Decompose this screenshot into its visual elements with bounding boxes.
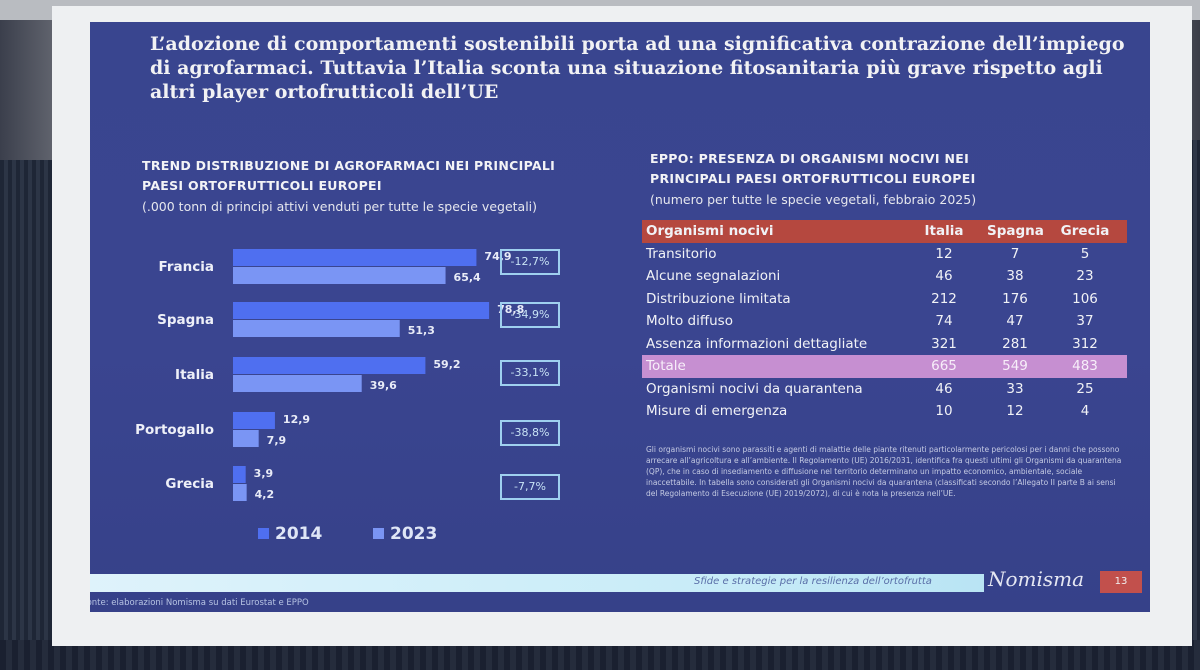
data-label-2023-italia: 39,6 [370,379,397,392]
table-cell: 312 [1072,335,1098,352]
right-section-title-line2: PRINCIPALI PAESI ORTOFRUTTICOLI EUROPEI [650,171,976,186]
bar-2023-francia [233,267,446,284]
bar-chart: Francia 74,965,4 Spagna 78,8 51,3 Italia 59,2 3… [135,249,524,501]
table-cell: Alcune segnalazioni [646,268,781,284]
table-cell: 7 [1010,245,1020,262]
data-label-2014-portogallo: 12,9 [283,413,310,426]
table-cell: Molto diffuso [646,313,733,329]
data-label-2014-francia: 74,9 [484,250,511,263]
table-row: Transitorio 12 7 5 [642,243,1127,266]
table-row: Distribuzione limitata 212 176 106 [642,288,1127,311]
bar-2023-italia [233,375,362,392]
table-cell: 37 [1076,313,1094,329]
legend-swatch-2023 [373,528,384,539]
table-cell: 25 [1076,380,1094,397]
right-section-subtitle: (numero per tutte le specie vegetali, fe… [650,192,977,207]
table-cell: 549 [1002,358,1028,374]
data-label-2023-francia: 65,4 [454,271,481,284]
bar-2014-grecia [233,466,246,483]
table-cell: 38 [1006,268,1024,284]
table-cell: Assenza informazioni dettagliate [646,335,868,352]
data-label-2014-italia: 59,2 [433,358,460,371]
change-label-spagna: -34,9% [500,302,560,328]
bar-2014-francia [233,249,477,266]
table-row: Organismi nocivi da quarantena 46 33 25 [642,378,1127,401]
change-label-francia: -12,7% [500,249,560,275]
table-cell: 46 [935,380,953,397]
table-cell: 106 [1072,290,1098,307]
change-label-grecia: -7,7% [500,474,560,500]
table-row: Assenza informazioni dettagliate 321 281… [642,333,1127,356]
table-cell: Distribuzione limitata [646,290,791,307]
table-cell: 10 [935,403,953,419]
table-cell: 46 [935,268,953,284]
table-cell: 665 [931,358,957,374]
footer-bar [90,574,984,592]
change-label-portogallo: -38,8% [500,420,560,446]
table-header-cell: Organismi nocivi [646,223,774,239]
data-label-2014-grecia: 3,9 [254,467,273,480]
bar-2023-grecia [233,484,247,501]
table-row: Alcune segnalazioni 46 38 23 [642,265,1127,288]
category-label-italia: Italia [175,367,214,383]
table-cell: 176 [1002,290,1028,307]
left-section-title-line1: TREND DISTRIBUZIONE DI AGROFARMACI NEI P… [142,158,556,173]
left-section-title-line2: PAESI ORTOFRUTTICOLI EUROPEI [142,178,382,193]
legend-item-2023: 2023 [373,524,437,544]
table-cell: 12 [1006,403,1024,419]
category-label-spagna: Spagna [157,312,214,328]
bar-2014-portogallo [233,412,275,429]
table-total-row: Totale 665 549 483 [642,355,1127,378]
data-label-2023-spagna: 51,3 [408,324,435,337]
data-label-2014-spagna: 78,8 [497,303,524,316]
table-cell: 483 [1072,358,1098,374]
window-blind-left [0,160,60,670]
table-header-cell: Italia [924,223,964,239]
category-label-grecia: Grecia [165,476,214,492]
change-label-italia: -33,1% [500,360,560,386]
pests-table: Organismi nocivi Italia Spagna Grecia Tr… [642,220,1127,423]
table-cell: 5 [1080,245,1090,262]
table-cell: 47 [1006,313,1024,329]
table-cell: 23 [1076,268,1094,284]
category-label-francia: Francia [159,259,214,275]
table-row: Misure di emergenza 10 12 4 [642,400,1127,423]
table-cell: Transitorio [646,245,717,262]
table-header-cell: Spagna [987,223,1044,239]
page-number: 13 [1100,571,1142,593]
table-cell: 12 [935,245,953,262]
table-cell: 74 [935,313,953,329]
table-cell: Organismi nocivi da quarantena [646,380,863,397]
legend-label-2014: 2014 [275,524,323,544]
table-header-cell: Grecia [1060,223,1110,239]
category-label-portogallo: Portogallo [135,422,214,438]
bar-2014-italia [233,357,426,374]
table-cell: 4 [1080,403,1090,419]
table-cell: 212 [931,290,957,307]
legend-label-2023: 2023 [390,524,438,544]
table-cell: 33 [1006,380,1024,397]
footnote: Gli organismi nocivi sono parassiti e ag… [646,445,1122,498]
slide-title: L’adozione di comportamenti sostenibili … [150,33,1125,103]
bar-2023-portogallo [233,430,259,447]
table-cell: 321 [931,335,957,352]
table-cell: 281 [1002,335,1028,352]
table-header-row: Organismi nocivi Italia Spagna Grecia [642,220,1127,243]
table-cell: Misure di emergenza [646,403,788,419]
source-note: Fonte: elaborazioni Nomisma su dati Euro… [90,598,309,608]
bar-2014-spagna [233,302,490,319]
data-label-2023-grecia: 4,2 [255,488,275,501]
slide: L’adozione di comportamenti sostenibili … [90,22,1150,612]
legend-swatch-2014 [258,528,269,539]
footer-tagline: Sfide e strategie per la resilienza dell… [694,576,932,587]
table-cell: Totale [646,358,686,374]
legend-item-2014: 2014 [258,524,322,544]
table-row: Molto diffuso 74 47 37 [642,310,1127,333]
left-section-subtitle: (.000 tonn di principi attivi venduti pe… [142,199,538,214]
bar-2023-spagna [233,320,400,337]
data-label-2023-portogallo: 7,9 [267,434,287,447]
brand-logo: Nomisma [988,567,1085,591]
right-section-title-line1: EPPO: PRESENZA DI ORGANISMI NOCIVI NEI [650,151,970,166]
